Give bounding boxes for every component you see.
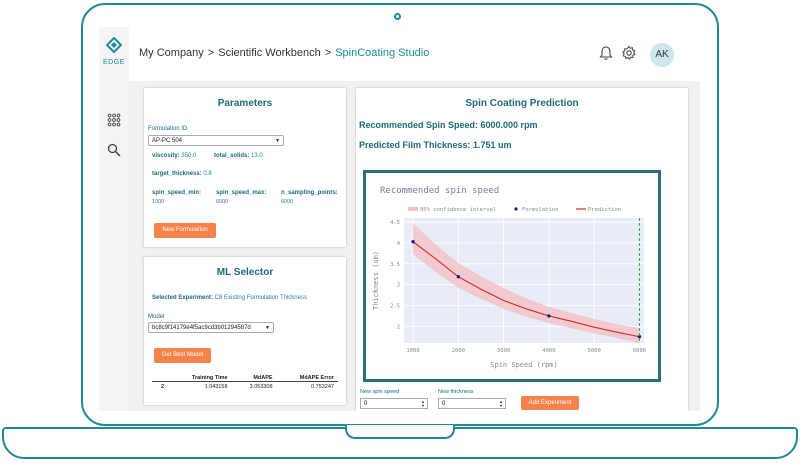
model-label: Model (148, 314, 165, 320)
formulation-point (547, 314, 551, 318)
table-cell: 0.753247 (311, 384, 334, 390)
ml-selector-title: ML Selector (216, 267, 274, 278)
webcam-icon (394, 13, 401, 20)
y-tick-label: 2 (397, 324, 400, 330)
top-header: My Company > Scientific Workbench > SpinCoat… (129, 27, 700, 81)
x-tick-label: 3000 (497, 348, 510, 354)
x-tick-label: 4000 (542, 348, 555, 354)
new-thickness-input[interactable]: 0 ▲ ▼ (438, 398, 506, 409)
spin-speed-min-value: 1000 (152, 199, 165, 205)
y-axis-label: Thickness (um) (372, 251, 380, 310)
edge-diamond-logo-icon (106, 37, 122, 53)
viscosity-field: viscosity: 350.0 (152, 153, 197, 159)
x-tick-label: 1000 (406, 348, 419, 354)
table-cell: 1.043158 (204, 384, 228, 390)
x-axis-label: Spin Speed (rpm) (490, 361, 557, 369)
chevron-down-icon: ▼ (275, 138, 280, 144)
y-tick-label: 4 (397, 241, 401, 247)
legend-swatch-formulation (514, 207, 518, 211)
model-value: bc8c9f14179e4f5ac9cd3b01294587d (152, 325, 251, 331)
total-solids-field: total_solids: 13.0 (214, 153, 263, 159)
prediction-line (412, 241, 640, 338)
spin-speed-chart: Recommended spin speed 95% confidence int… (363, 170, 661, 382)
formulation-id-value: AP-PC 504 (152, 138, 183, 144)
formulation-id-select[interactable]: AP-PC 504 ▼ (148, 135, 284, 146)
formulation-point (456, 275, 461, 279)
user-avatar[interactable]: AK (650, 43, 674, 67)
gear-icon[interactable] (621, 45, 637, 61)
sidebar: EDGE (99, 27, 129, 411)
y-tick-label: 2.5 (390, 304, 400, 310)
table-cell: 2 (161, 384, 165, 390)
new-thickness-label: New thickness (438, 389, 474, 395)
y-tick-label: 4.5 (390, 220, 400, 226)
prediction-title: Spin Coating Prediction (465, 98, 579, 109)
spin-speed-max-label: spin_speed_max: (216, 190, 267, 196)
ml-selector-card: ML Selector Selected Experiment: C8 Exis… (144, 257, 346, 405)
y-tick-label: 3 (397, 283, 400, 289)
breadcrumb-current-page: SpinCoating Studio (335, 47, 430, 59)
x-tick-label: 2000 (452, 348, 465, 354)
table-row[interactable]: 2 1.043158 3.053308 0.753247 (152, 382, 338, 393)
spin-speed-max-value: 6000 (216, 199, 229, 205)
new-spin-speed-input[interactable]: 0 ▲ ▼ (360, 398, 428, 409)
confidence-band (413, 223, 640, 343)
breadcrumb-separator: > (207, 47, 215, 59)
parameters-card: Parameters Formulation ID AP-PC 504 ▼ vi… (144, 88, 346, 247)
breadcrumb-workbench[interactable]: Scientific Workbench (218, 47, 321, 59)
formulation-id-label: Formulation ID (148, 126, 188, 132)
laptop-base-notch (345, 425, 455, 439)
table-cell: 3.053308 (249, 384, 273, 390)
x-tick-label: 5000 (588, 348, 601, 354)
chevron-down-icon: ▼ (265, 325, 270, 331)
table-header-row: Training Time MdAPE MdAPE Error (152, 375, 338, 382)
recommended-spin-speed-text: Recommended Spin Speed: 6000.000 rpm (359, 120, 538, 130)
target-thickness-field: target_thickness: 0.8 (152, 171, 212, 177)
bell-icon[interactable] (598, 45, 614, 61)
breadcrumb: My Company > Scientific Workbench > SpinCoat… (139, 47, 429, 59)
y-tick-label: 3.5 (390, 262, 400, 268)
apps-grid-icon[interactable] (107, 113, 121, 127)
legend-entry: Formulation (522, 207, 558, 213)
stepper-arrows-icon[interactable]: ▲ ▼ (421, 399, 425, 408)
breadcrumb-company[interactable]: My Company (139, 47, 204, 59)
table-header-index (152, 375, 169, 382)
stepper-arrows-icon[interactable]: ▲ ▼ (499, 399, 503, 408)
selected-experiment-field: Selected Experiment: C8 Existing Formula… (152, 295, 307, 301)
logo-text: EDGE (103, 59, 125, 66)
n-sampling-points-value: 6000 (281, 199, 294, 205)
formulation-point (411, 240, 415, 244)
training-results-table: Training Time MdAPE MdAPE Error 2 1.0431… (152, 375, 338, 392)
new-formulation-button[interactable]: New Formulation (154, 223, 216, 238)
model-select[interactable]: bc8c9f14179e4f5ac9cd3b01294587d ▼ (148, 322, 274, 333)
chart-title: Recommended spin speed (380, 186, 499, 196)
spin-speed-min-label: spin_speed_min: (152, 190, 202, 196)
predicted-thickness-text: Predicted Film Thickness: 1.751 um (359, 140, 512, 150)
table-header-mdape: MdAPE (231, 375, 277, 382)
table-header-mdape-error: MdAPE Error (276, 375, 338, 382)
new-spin-speed-label: New spin speed (360, 389, 400, 395)
search-icon[interactable] (107, 143, 121, 157)
get-best-model-button[interactable]: Get Best Model (154, 348, 211, 363)
x-tick-label: 6000 (633, 348, 646, 354)
formulation-point (637, 335, 642, 339)
table-header-training-time: Training Time (168, 375, 232, 382)
legend-entry: Prediction (588, 207, 621, 213)
n-sampling-points-label: n_sampling_points: (281, 190, 338, 196)
legend-entry: 95% confidence interval (420, 207, 496, 213)
add-experiment-button[interactable]: Add Experiment (521, 396, 579, 410)
breadcrumb-separator: > (324, 47, 332, 59)
chart-svg: Recommended spin speed 95% confidence int… (372, 186, 646, 369)
parameters-title: Parameters (217, 98, 273, 109)
